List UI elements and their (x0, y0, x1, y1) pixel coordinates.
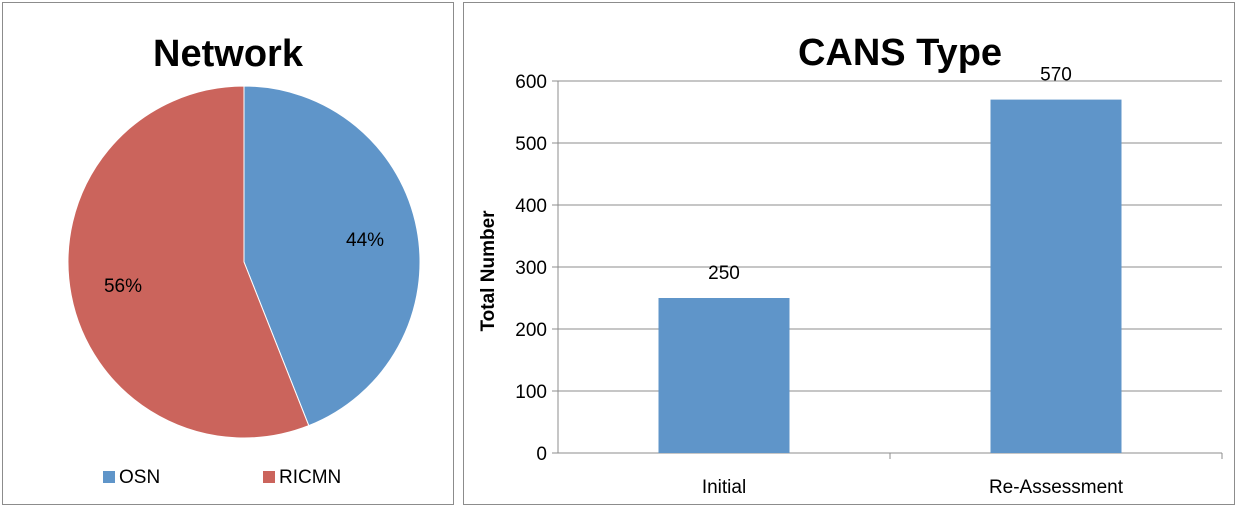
legend-swatch-ricmn (263, 471, 275, 483)
network-pie-chart: Network 44% 56% OSN RICMN (67, 33, 421, 488)
pie-label-osn: 44% (346, 230, 384, 251)
legend-swatch-osn (103, 471, 115, 483)
pie-slice-osn (243, 85, 421, 427)
y-tick-label-300: 300 (515, 258, 547, 279)
network-pie-panel: Network 44% 56% OSN RICMN (2, 2, 454, 505)
y-tick-label-600: 600 (515, 72, 547, 93)
y-tick-label-500: 500 (515, 134, 547, 155)
cans-type-bar-panel: CANS Type 0 100 200 300 400 500 600 250 570 Ini… (463, 2, 1235, 505)
pie-slice-ricmn (67, 85, 310, 439)
y-tick-label-400: 400 (515, 196, 547, 217)
cans-type-bar-chart: CANS Type 0 100 200 300 400 500 600 250 570 Ini… (478, 32, 1223, 498)
bar-initial (658, 298, 790, 453)
x-tick-label-initial: Initial (702, 477, 746, 498)
pie-label-ricmn: 56% (104, 276, 142, 297)
legend-label-osn: OSN (119, 467, 160, 488)
x-tick-label-re-assessment: Re-Assessment (989, 477, 1124, 498)
bar-title: CANS Type (798, 32, 1002, 74)
pie-title: Network (153, 33, 304, 75)
legend-label-ricmn: RICMN (279, 467, 341, 488)
data-label-re-assessment: 570 (1040, 65, 1072, 86)
y-tick-label-100: 100 (515, 382, 547, 403)
y-tick-label-0: 0 (536, 444, 547, 465)
bar-re-assessment (990, 99, 1122, 453)
data-label-initial: 250 (708, 263, 740, 284)
y-axis-title: Total Number (478, 210, 499, 332)
y-tick-label-200: 200 (515, 320, 547, 341)
